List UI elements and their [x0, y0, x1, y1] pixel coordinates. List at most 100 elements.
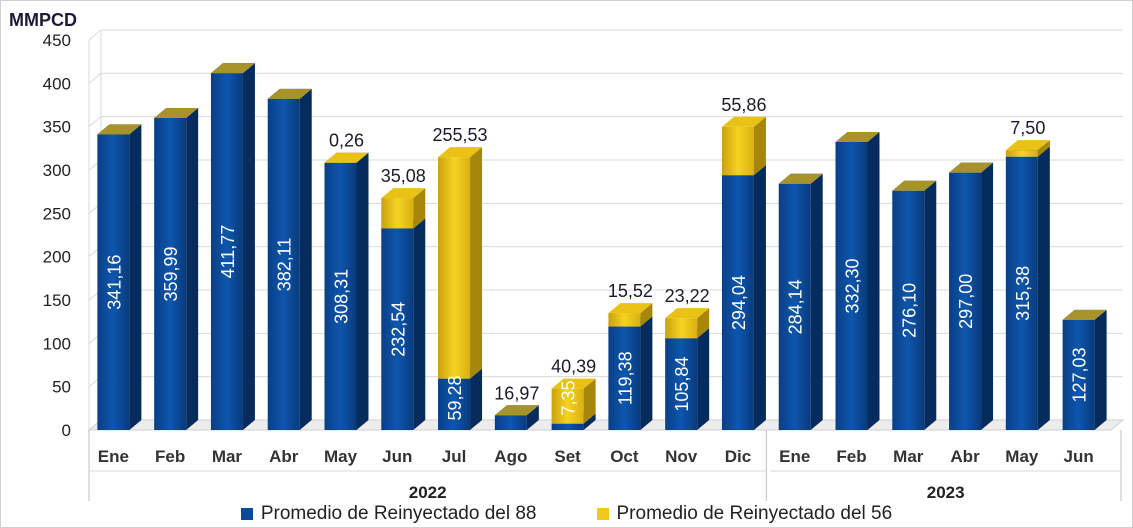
x-tick-label: Mar: [212, 447, 243, 466]
legend: Promedio de Reinyectado del 88 Promedio …: [0, 503, 1133, 525]
x-group-label: 2022: [409, 483, 447, 501]
bar-reinyectado-56-side: [470, 147, 483, 379]
bar-reinyectado-56-top: [551, 378, 596, 389]
legend-item-88: Promedio de Reinyectado del 88: [240, 503, 537, 525]
x-tick-label: Oct: [610, 447, 639, 466]
bar-reinyectado-88-side: [924, 180, 937, 430]
data-label-56: 7,50: [1010, 118, 1045, 138]
bar-reinyectado-88: [778, 183, 811, 430]
x-tick-label: Set: [554, 447, 581, 466]
legend-item-56: Promedio de Reinyectado del 56: [596, 503, 892, 525]
data-label-88: 294,04: [729, 275, 749, 330]
bar-top-cap: [778, 173, 823, 184]
bar-reinyectado-88: [892, 190, 925, 430]
bar-reinyectado-56: [721, 126, 754, 176]
bar-reinyectado-88-side: [470, 368, 483, 430]
bar-reinyectado-88: [949, 172, 982, 430]
x-tick-label: Mar: [893, 447, 924, 466]
data-label-88: 359,99: [161, 246, 181, 301]
data-label-88: 332,30: [843, 258, 863, 313]
data-label-88: 59,28: [445, 375, 465, 420]
bar-reinyectado-88: [154, 118, 187, 430]
bar-reinyectado-88: [608, 326, 641, 430]
y-tick-label: 0: [62, 421, 71, 440]
y-tick-label: 200: [43, 248, 71, 267]
bar-reinyectado-56: [1005, 150, 1038, 157]
bar-reinyectado-56-side: [413, 188, 426, 229]
bar-reinyectado-88-side: [1037, 146, 1050, 431]
bar-reinyectado-88-side: [129, 124, 142, 430]
data-label-88: 105,84: [672, 357, 692, 412]
x-tick-label: Ago: [494, 447, 527, 466]
bar-top-cap: [949, 162, 994, 173]
bar-reinyectado-88-side: [583, 413, 596, 430]
x-tick-label: Ene: [98, 447, 129, 466]
bar-reinyectado-88: [267, 98, 300, 430]
y-tick-label: 250: [43, 204, 71, 223]
bar-reinyectado-88: [381, 228, 414, 430]
bar-reinyectado-56-top: [324, 152, 369, 163]
bar-top-cap: [494, 405, 539, 416]
data-label-56: 16,97: [494, 383, 539, 403]
data-label-56: 35,08: [381, 166, 426, 186]
data-label-56: 0,26: [329, 131, 364, 151]
bar-reinyectado-56-side: [1037, 140, 1050, 157]
data-label-56: 15,52: [608, 281, 653, 301]
x-tick-label: Jul: [442, 447, 467, 466]
bar-reinyectado-88: [1005, 156, 1038, 431]
bar-top-cap: [835, 132, 880, 143]
bar-reinyectado-56: [551, 388, 584, 424]
bar-reinyectado-56-top: [665, 308, 710, 319]
x-tick-label: Jun: [382, 447, 412, 466]
bar-top-cap: [210, 63, 255, 74]
bar-reinyectado-88-side: [356, 152, 369, 430]
data-label-88: 7,35: [559, 380, 579, 415]
bar-top-cap: [154, 108, 199, 119]
x-tick-label: May: [324, 447, 358, 466]
bar-reinyectado-88: [210, 73, 243, 431]
bar-reinyectado-56-side: [753, 116, 766, 176]
x-tick-label: Abr: [950, 447, 980, 466]
bar-reinyectado-56-side: [697, 308, 710, 339]
data-label-88: 284,14: [786, 279, 806, 334]
bar-reinyectado-88: [1062, 319, 1095, 430]
bar-reinyectado-56-top: [721, 116, 766, 127]
bar-reinyectado-88-side: [810, 173, 823, 430]
bar-reinyectado-88-side: [526, 405, 539, 430]
data-label-88: 232,54: [388, 302, 408, 357]
x-tick-label: Feb: [836, 447, 866, 466]
y-tick-label: 100: [43, 334, 71, 353]
bar-top-cap: [1062, 309, 1107, 320]
data-label-88: 315,38: [1013, 266, 1033, 321]
bar-reinyectado-88: [324, 162, 357, 430]
bar-reinyectado-56: [438, 157, 471, 379]
x-tick-label: Jun: [1063, 447, 1093, 466]
x-tick-label: Abr: [269, 447, 299, 466]
bar-reinyectado-56: [665, 318, 698, 339]
data-label-88: 119,38: [615, 351, 635, 405]
bar-reinyectado-88-side: [697, 328, 710, 430]
bar-reinyectado-88-side: [1094, 309, 1107, 430]
bar-reinyectado-56-top: [1005, 140, 1050, 151]
bar-top-cap: [267, 88, 312, 99]
y-tick-label: 150: [43, 291, 71, 310]
x-tick-label: Nov: [665, 447, 698, 466]
y-axis-title: MMPCD: [9, 10, 77, 30]
x-group-label: 2023: [927, 483, 965, 501]
bar-reinyectado-88: [97, 134, 130, 430]
y-tick-label: 300: [43, 161, 71, 180]
bar-reinyectado-56-side: [583, 378, 596, 424]
x-tick-label: Feb: [155, 447, 185, 466]
bar-reinyectado-88: [665, 338, 698, 430]
data-label-88: 276,10: [899, 283, 919, 338]
bar-reinyectado-88: [721, 175, 754, 430]
grid-diagonal: [88, 116, 102, 128]
bar-reinyectado-56-top: [608, 303, 653, 314]
bar-reinyectado-56-side: [640, 303, 653, 327]
data-label-56: 255,53: [433, 125, 488, 145]
bar-reinyectado-88: [438, 378, 471, 430]
grid-diagonal: [88, 72, 102, 84]
bar-reinyectado-88: [494, 415, 527, 430]
x-tick-label: May: [1005, 447, 1039, 466]
data-label-56: 23,22: [665, 286, 710, 306]
